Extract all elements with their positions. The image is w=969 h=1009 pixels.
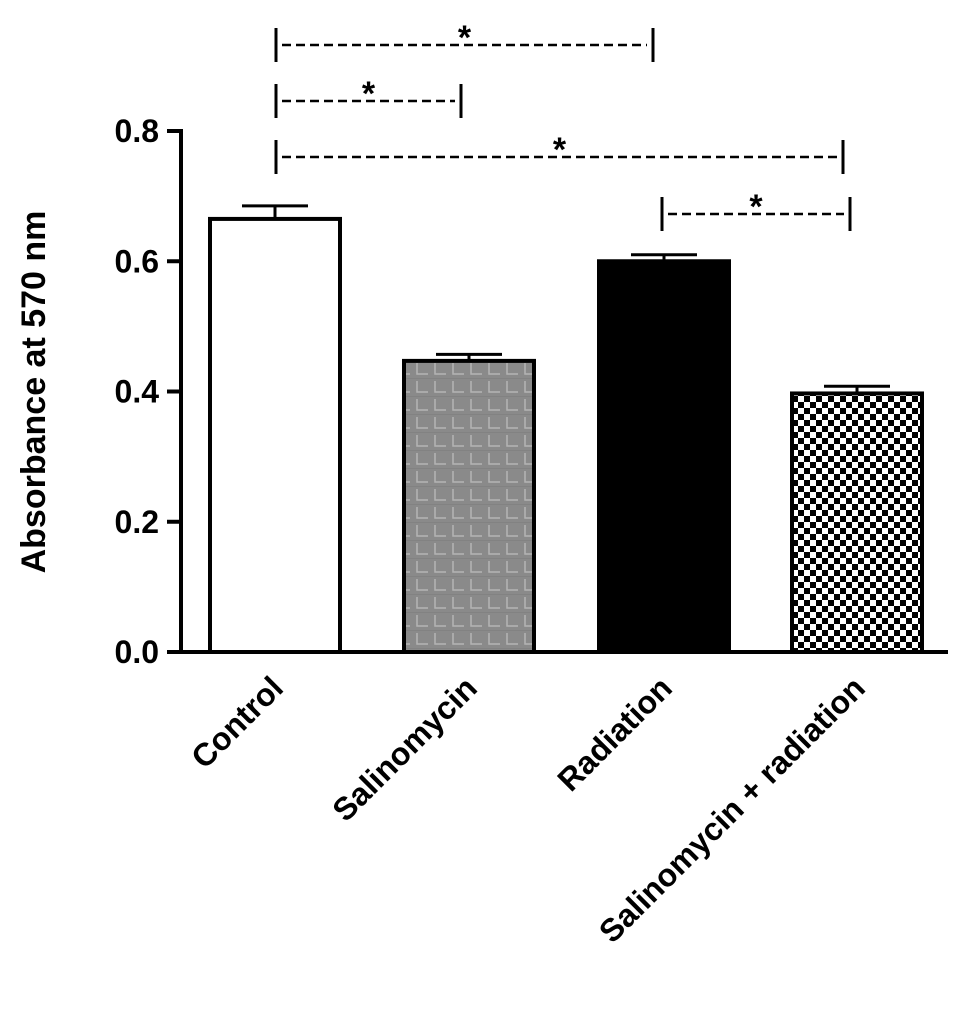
y-axis-label: Absorbance at 570 nm bbox=[15, 211, 53, 574]
bar-radiation bbox=[597, 259, 731, 654]
significance-bracket: * bbox=[274, 75, 463, 118]
x-tick-label: Salinomycin bbox=[325, 669, 484, 828]
bar-salinomycin-radiation bbox=[790, 391, 924, 654]
significance-star: * bbox=[553, 131, 567, 169]
significance-bracket: * bbox=[274, 19, 655, 62]
error-bar-control bbox=[242, 204, 308, 219]
y-tick-label: 0.4 bbox=[115, 374, 160, 410]
bar-control bbox=[208, 216, 342, 654]
y-tick-label: 0.2 bbox=[115, 504, 159, 540]
significance-star: * bbox=[362, 75, 376, 113]
bar-salinomycin bbox=[402, 358, 536, 654]
significance-bracket: * bbox=[660, 188, 852, 231]
x-tick-label: Control bbox=[184, 669, 290, 775]
error-bar-radiation bbox=[631, 253, 697, 262]
y-tick-label: 0.0 bbox=[115, 634, 159, 670]
y-tick-label: 0.8 bbox=[115, 113, 159, 149]
y-tick-label: 0.6 bbox=[115, 243, 159, 279]
error-bar-salinomycin bbox=[436, 352, 502, 361]
significance-star: * bbox=[749, 188, 763, 226]
significance-star: * bbox=[458, 19, 472, 57]
error-bar-salinomycin-radiation bbox=[824, 384, 890, 394]
x-tick-label: Radiation bbox=[550, 669, 679, 798]
significance-bracket: * bbox=[274, 131, 845, 174]
